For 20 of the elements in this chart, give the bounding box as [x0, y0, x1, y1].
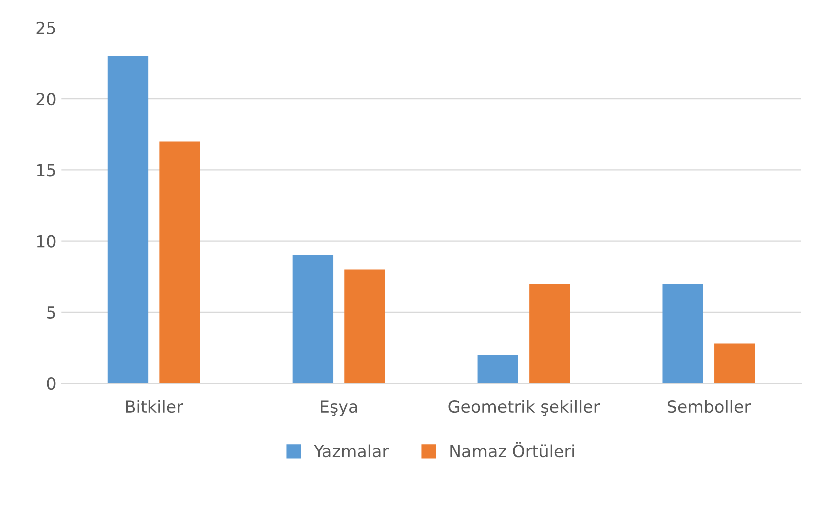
- y-tick-label: 0: [47, 378, 56, 390]
- y-tick-label: 10: [37, 235, 56, 248]
- bar: [292, 256, 334, 384]
- bar: [478, 355, 518, 384]
- y-tick-label: 20: [36, 93, 56, 106]
- legend-label: Namaz Örtüleri: [450, 442, 574, 458]
- bar: [662, 284, 704, 384]
- y-tick-label: 15: [37, 164, 56, 177]
- y-tick-label: 5: [47, 306, 56, 319]
- legend-label: Yazmalar: [314, 444, 390, 458]
- x-tick-label: Semboller: [668, 400, 752, 414]
- bar: [160, 142, 200, 384]
- x-tick-label: Bitkiler: [126, 400, 184, 414]
- y-tick-label: 25: [36, 22, 56, 35]
- bar: [108, 56, 149, 384]
- bar: [714, 344, 756, 384]
- bar: [344, 270, 386, 384]
- x-tick-label: Geometrik şekiller: [448, 400, 600, 416]
- bar: [530, 284, 570, 384]
- x-tick-label: Eşya: [321, 400, 358, 416]
